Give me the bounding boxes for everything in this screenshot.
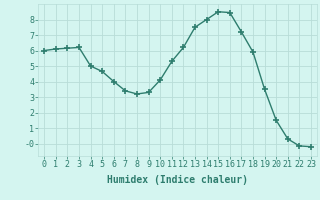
X-axis label: Humidex (Indice chaleur): Humidex (Indice chaleur) [107,175,248,185]
